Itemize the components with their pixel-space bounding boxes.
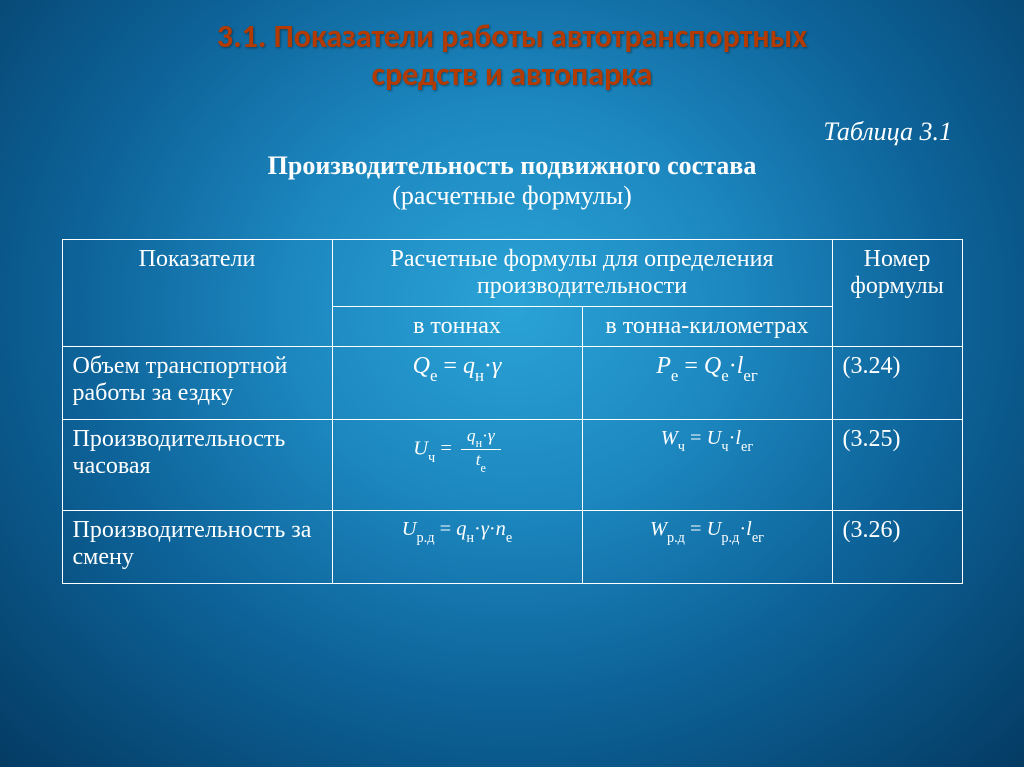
formula: Qe = qн·γ [413,353,502,384]
col-indicator: Показатели [62,239,332,346]
formula: Wр.д = Uр.д·lег [650,518,764,545]
formula: Pe = Qe·lег [656,353,757,384]
section-title: 3.1. Показатели работы автотранспортных … [0,18,1024,95]
col-number: Номер формулы [832,239,962,346]
formula: Uр.д = qн·γ·ne [402,518,512,545]
formula-number-cell: (3.26) [832,510,962,583]
table-row: Производительность за смену Uр.д = qн·γ·… [62,510,962,583]
col-formulas-group: Расчетные формулы для определения произв… [332,239,832,306]
caption-plain: (расчетные формулы) [392,181,631,210]
title-line-1: 3.1. Показатели работы автотранспортных [217,17,807,56]
formula-tkm-cell: Wч = Uч·lег [582,419,832,510]
formula: Uч = qн·γ te [413,426,500,474]
formula-tons-cell: Uч = qн·γ te [332,419,582,510]
formula-tkm-cell: Wр.д = Uр.д·lег [582,510,832,583]
formula: Wч = Uч·lег [661,427,753,454]
table-row: Производительность часовая Uч = qн·γ te … [62,419,962,510]
indicator-cell: Производительность за смену [62,510,332,583]
indicator-cell: Объем транспортной работы за ездку [62,346,332,419]
table-caption: Производительность подвижного состава (р… [0,151,1024,211]
formula-tkm-cell: Pe = Qe·lег [582,346,832,419]
col-tons: в тоннах [332,306,582,346]
indicator-cell: Производительность часовая [62,419,332,510]
header-row-1: Показатели Расчетные формулы для определ… [62,239,962,306]
col-ton-km: в тонна-километрах [582,306,832,346]
performance-table: Показатели Расчетные формулы для определ… [62,239,963,584]
caption-bold: Производительность подвижного состава [268,151,757,180]
formula-tons-cell: Qe = qн·γ [332,346,582,419]
slide: 3.1. Показатели работы автотранспортных … [0,0,1024,767]
table-number-label: Таблица 3.1 [0,95,1024,147]
formula-number-cell: (3.24) [832,346,962,419]
title-line-2: средств и автопарка [372,55,653,94]
formula-tons-cell: Uр.д = qн·γ·ne [332,510,582,583]
formula-number-cell: (3.25) [832,419,962,510]
table-row: Объем транспортной работы за ездку Qe = … [62,346,962,419]
